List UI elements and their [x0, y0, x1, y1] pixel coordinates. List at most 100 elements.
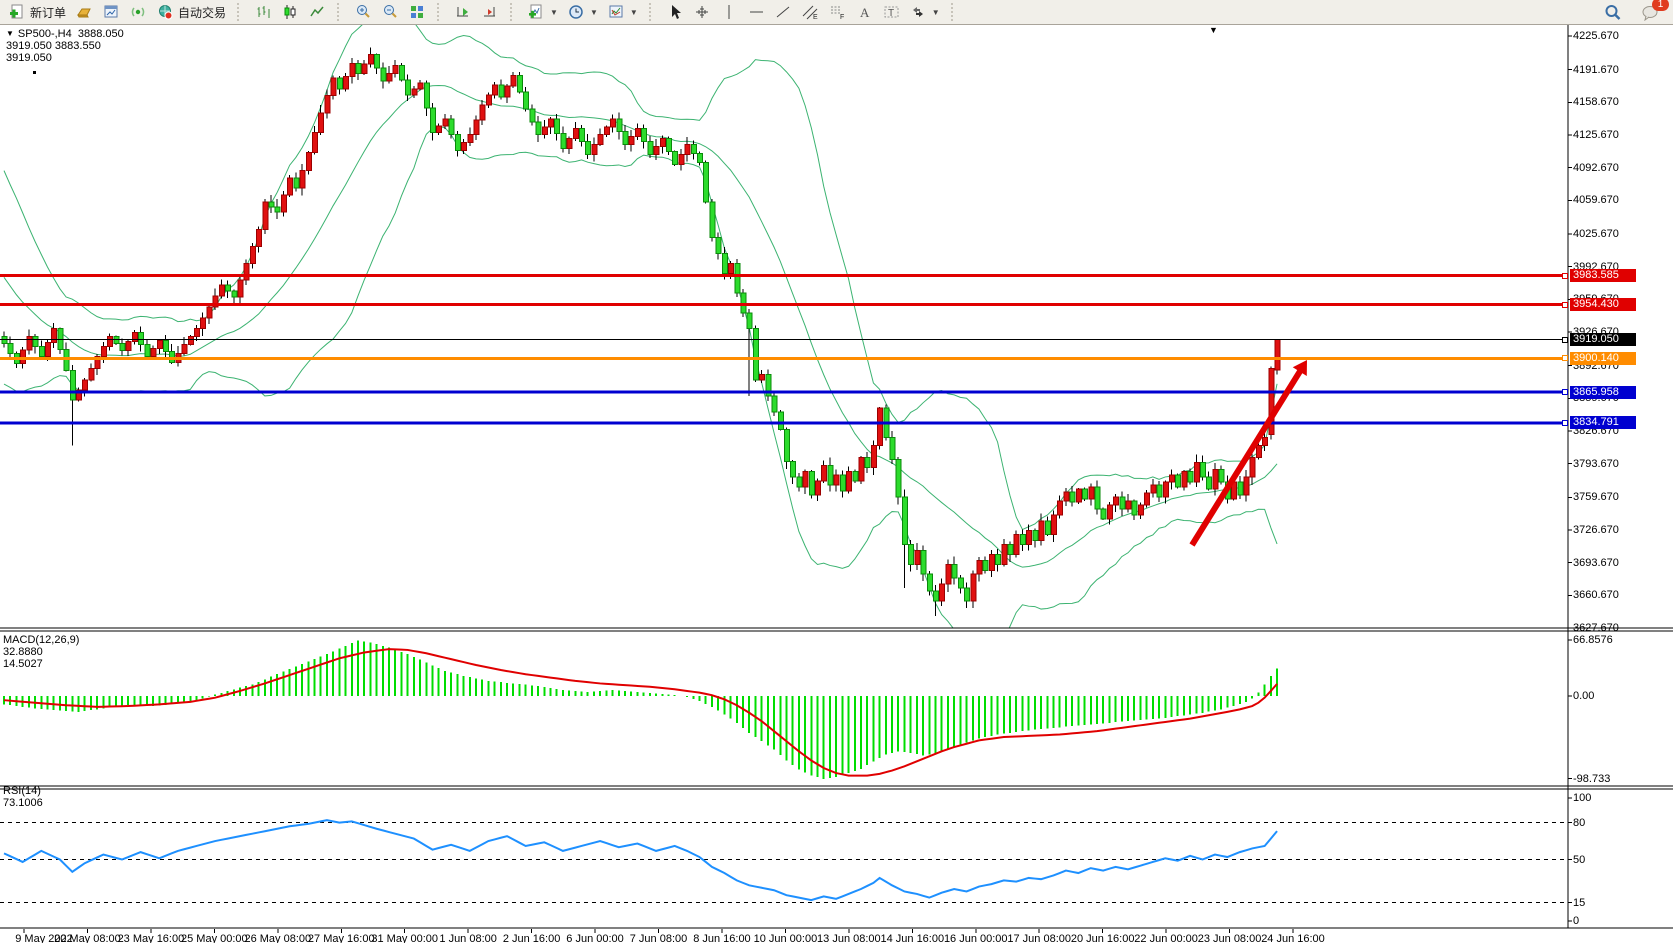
date-axis-label: 13 Jun 08:00 — [817, 933, 881, 943]
bear-candle — [1131, 500, 1138, 516]
bull-candle — [1038, 520, 1045, 542]
chart-shift-button[interactable] — [477, 1, 504, 23]
price-line-anchor[interactable] — [1562, 272, 1568, 279]
line-chart-button[interactable] — [304, 1, 331, 23]
bull-candle — [287, 177, 294, 196]
bear-candle — [734, 262, 741, 294]
bull-candle — [51, 328, 58, 344]
tile-windows-button[interactable] — [404, 1, 431, 23]
bull-candle — [256, 229, 263, 248]
price-line-anchor[interactable] — [1562, 336, 1568, 343]
bull-candle — [243, 262, 250, 281]
bull-candle — [318, 112, 325, 134]
bull-candle — [547, 118, 554, 128]
price-line-anchor[interactable] — [1562, 419, 1568, 426]
bull-candle — [492, 84, 499, 96]
new-order-icon — [9, 4, 26, 20]
price-axis-tick-label: 3627.670 — [1573, 622, 1619, 635]
price-line-anchor[interactable] — [1562, 389, 1568, 396]
bear-candle — [1069, 491, 1076, 503]
bull-candle — [1125, 500, 1132, 510]
auto-scroll-button[interactable] — [450, 1, 477, 23]
date-axis-label: 14 Jun 16:00 — [880, 933, 945, 943]
candlestick-chart-button[interactable] — [277, 1, 304, 23]
signal-waves-icon — [130, 4, 147, 20]
bull-candle — [1243, 476, 1250, 496]
bar-chart-button[interactable] — [250, 1, 277, 23]
fibonacci-button[interactable]: F — [824, 1, 851, 23]
period-clock-button[interactable]: ▼ — [563, 1, 603, 23]
line-chart-icon — [309, 4, 326, 20]
bull-candle — [330, 77, 337, 97]
chart-canvas[interactable] — [0, 25, 1673, 943]
chart-window-button[interactable] — [98, 1, 125, 23]
dropdown-arrow-icon: ▼ — [550, 7, 558, 17]
bear-candle — [579, 128, 586, 143]
chart-window-icon — [103, 4, 120, 20]
bull-candle — [262, 201, 269, 231]
bollinger-upper-band — [3, 25, 1278, 531]
bear-candle — [32, 336, 39, 348]
bull-candle — [473, 119, 480, 136]
bull-candle — [678, 153, 685, 165]
price-line-anchor[interactable] — [1562, 355, 1568, 362]
bull-candle — [76, 389, 83, 401]
bear-candle — [721, 252, 728, 274]
date-axis-label: 25 May 00:00 — [181, 933, 248, 943]
crosshair-button[interactable] — [689, 1, 716, 23]
horizontal-line-button[interactable] — [743, 1, 770, 23]
bull-candle — [802, 470, 809, 488]
crosshair-icon — [694, 4, 711, 20]
bear-candle — [1119, 496, 1126, 510]
bear-candle — [454, 134, 461, 152]
signal-button[interactable] — [125, 1, 152, 23]
new-order-button[interactable]: 新订单 — [4, 1, 71, 23]
bear-candle — [1007, 544, 1014, 555]
toolbar-separator — [437, 3, 444, 21]
bull-candle — [510, 74, 517, 87]
bull-candle — [1268, 367, 1275, 436]
toolbar-standard-group: 新订单 自动交易 — [0, 0, 235, 24]
date-axis-label: 24 Jun 16:00 — [1261, 933, 1325, 943]
bear-candle — [113, 336, 120, 345]
bull-candle — [1088, 486, 1095, 500]
bear-candle — [69, 369, 76, 401]
bull-candle — [150, 348, 157, 357]
equidistant-channel-button[interactable]: E — [797, 1, 824, 23]
text-button[interactable]: A — [851, 1, 878, 23]
add-indicator-button[interactable]: ▼ — [523, 1, 563, 23]
chat-button[interactable]: 1 — [1636, 0, 1669, 23]
zoom-out-button[interactable] — [377, 1, 404, 23]
search-button[interactable] — [1599, 1, 1626, 23]
price-axis-tick-label: 4225.670 — [1573, 30, 1619, 42]
vertical-line-button[interactable] — [716, 1, 743, 23]
bull-candle — [324, 95, 331, 114]
zoom-in-button[interactable] — [350, 1, 377, 23]
price-line-anchor[interactable] — [1562, 301, 1568, 308]
template-button[interactable]: ▼ — [603, 1, 643, 23]
chart-shift-marker-icon[interactable]: ▼ — [1209, 25, 1218, 35]
gold-button[interactable] — [71, 1, 98, 23]
bull-candle — [194, 328, 201, 338]
text-label-button[interactable]: T — [878, 1, 905, 23]
bear-candle — [535, 121, 542, 136]
svg-text:A: A — [860, 5, 870, 20]
auto-trading-icon — [157, 4, 174, 20]
fibonacci-icon: F — [829, 4, 846, 20]
toolbar-separator — [237, 3, 244, 21]
arrows-button[interactable]: ▼ — [905, 1, 945, 23]
bear-candle — [783, 429, 790, 462]
bear-candle — [138, 332, 145, 346]
trendline-button[interactable] — [770, 1, 797, 23]
auto-trading-button[interactable]: 自动交易 — [152, 1, 231, 23]
trend-arrow[interactable] — [1189, 360, 1307, 547]
bull-candle — [349, 62, 356, 77]
collapse-triangle-icon[interactable]: ▼ — [6, 29, 14, 38]
arrows-icon — [910, 4, 927, 20]
svg-text:E: E — [813, 14, 818, 20]
cursor-button[interactable] — [662, 1, 689, 23]
bear-candle — [268, 201, 275, 208]
bear-candle — [933, 590, 939, 602]
bull-candle — [945, 563, 952, 585]
bear-candle — [740, 292, 747, 314]
